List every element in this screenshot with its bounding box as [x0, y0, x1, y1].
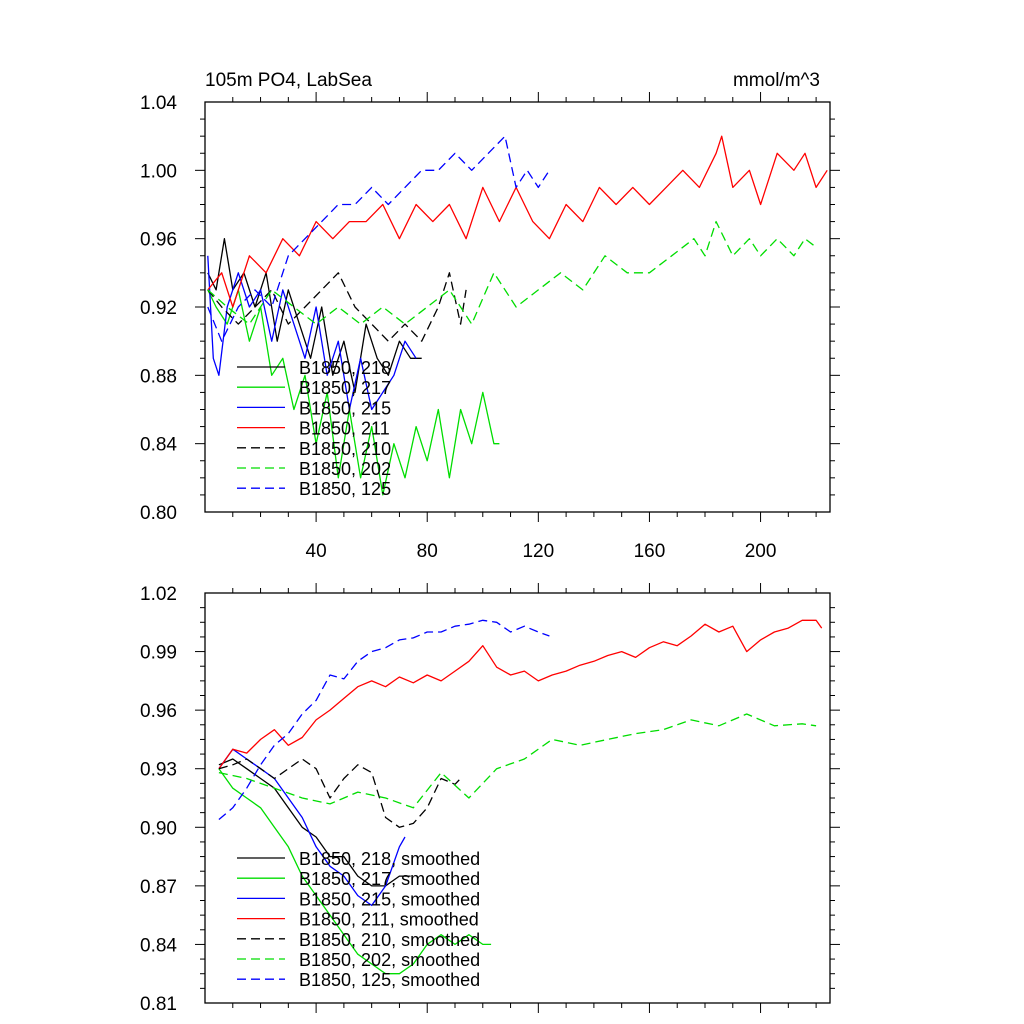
x-tick-label: 160 [634, 541, 666, 562]
legend-label: B1850, 202 [299, 459, 391, 479]
legend-label: B1850, 202, smoothed [299, 950, 480, 970]
series-line-b1850-211 [207, 135, 828, 308]
panel-title: 105m PO4, LabSea [205, 70, 372, 91]
legend-label: B1850, 210, smoothed [299, 930, 480, 950]
x-tick-label: 200 [745, 541, 777, 562]
y-tick-label: 0.81 [140, 994, 177, 1015]
series-line-b1850-202 [207, 220, 817, 325]
legend-label: B1850, 215, smoothed [299, 889, 480, 909]
x-tick-label: 40 [306, 541, 327, 562]
y-tick-label: 0.80 [140, 503, 177, 524]
y-tick-label: 0.88 [140, 366, 177, 387]
legend-label: B1850, 217, smoothed [299, 869, 480, 889]
series-line-b1850-125-smoothed [218, 619, 550, 820]
series-line-b1850-217 [207, 289, 500, 496]
series-line-b1850-211-smoothed [218, 619, 823, 770]
y-tick-label: 0.93 [140, 760, 177, 781]
y-tick-label: 0.92 [140, 298, 177, 319]
top-panel: 105m PO4, LabSea mmol/m^3 40 80 120 160 200 0… [140, 70, 840, 562]
y-tick-label: 1.04 [140, 93, 177, 114]
y-tick-label: 0.96 [140, 230, 177, 251]
x-tick-label: 120 [522, 541, 554, 562]
y-tick-label: 0.99 [140, 643, 177, 664]
legend-label: B1850, 211, smoothed [299, 910, 479, 930]
bottom-panel: 0.81 0.84 0.87 0.90 0.93 0.96 0.99 1.02 B1850, 2… [140, 583, 840, 1015]
y-tick-label: 0.90 [140, 818, 177, 839]
legend-label: B1850, 217 [299, 378, 391, 398]
y-tick-label: 1.02 [140, 584, 177, 605]
legend-label: B1850, 125, smoothed [299, 970, 480, 990]
y-tick-label: 0.87 [140, 877, 177, 898]
series-line-b1850-215 [207, 255, 417, 411]
y-tick-label: 0.84 [140, 435, 177, 456]
legend-label: B1850, 215 [299, 398, 391, 418]
series-line-b1850-202-smoothed [218, 713, 817, 809]
legend-label: B1850, 125 [299, 479, 391, 499]
series-line-b1850-210 [207, 272, 467, 342]
legend-label: B1850, 211 [299, 419, 390, 439]
legend-label: B1850, 210 [299, 439, 391, 459]
series-line-b1850-217-smoothed [218, 768, 492, 975]
legend-label: B1850, 218 [299, 358, 391, 378]
series-line-b1850-210-smoothed [218, 758, 462, 828]
y-tick-label: 0.84 [140, 935, 177, 956]
y-tick-label: 0.96 [140, 701, 177, 722]
series-line-b1850-218-smoothed [218, 758, 411, 887]
series-line-b1850-125 [207, 135, 550, 342]
x-tick-label: 80 [417, 541, 438, 562]
legend-label: B1850, 218, smoothed [299, 849, 480, 869]
series-line-b1850-218 [207, 238, 422, 394]
units-label: mmol/m^3 [733, 70, 820, 91]
y-tick-label: 1.00 [140, 161, 177, 182]
